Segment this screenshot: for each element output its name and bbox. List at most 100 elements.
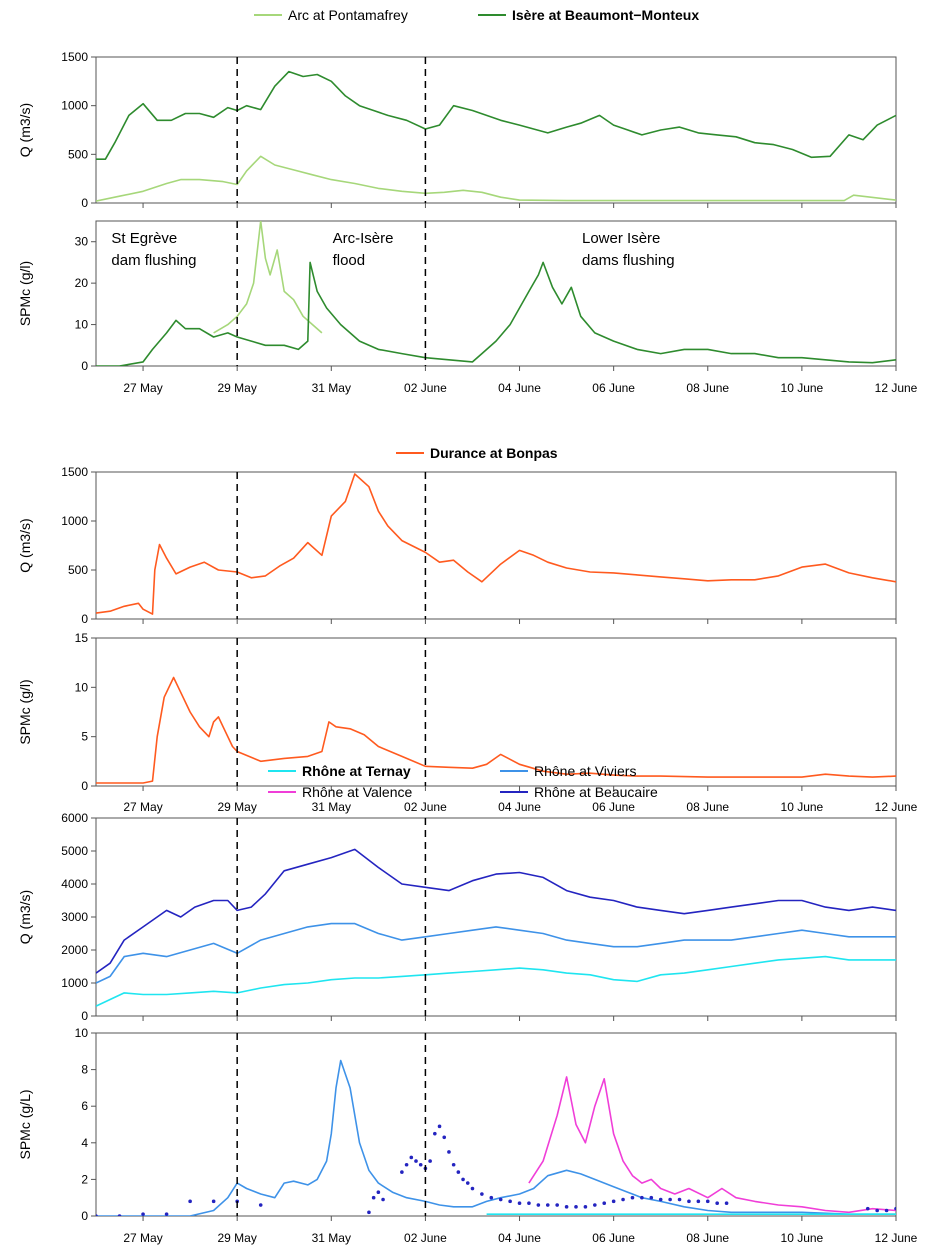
data-point (649, 1195, 654, 1200)
y-tick-label: 6000 (61, 811, 88, 825)
data-point (658, 1197, 663, 1202)
y-tick-label: 3000 (61, 910, 88, 924)
y-tick-label: 15 (75, 631, 89, 645)
x-tick-label: 08 June (686, 800, 729, 814)
y-tick-label: 0 (81, 359, 88, 373)
data-point (433, 1131, 437, 1136)
data-point (141, 1212, 145, 1216)
y-axis-label: SPMc (g/L) (17, 1089, 33, 1159)
annotation-text: Lower Isère (582, 230, 660, 247)
legend-label: Arc at Pontamafrey (288, 7, 408, 23)
data-point (367, 1210, 371, 1215)
data-point (447, 1150, 451, 1154)
series-arc-at-pontamafrey (96, 155, 896, 202)
series-rh-ne-at-viviers (96, 922, 896, 984)
annotation-text: Arc-Isère (333, 230, 394, 247)
data-point (724, 1201, 729, 1205)
data-point (621, 1197, 625, 1202)
series-is-re-at-beaumont-monteux (96, 261, 896, 366)
legend-item: Rhône at Beaucaire (500, 784, 658, 800)
data-point (465, 1181, 470, 1185)
series-rh-ne-at-beaucaire (96, 1124, 896, 1216)
legend-label: Rhône at Beaucaire (534, 784, 658, 800)
x-tick-label: 02 June (404, 1231, 447, 1245)
data-point (96, 1214, 98, 1216)
y-tick-label: 1000 (61, 514, 88, 528)
data-point (414, 1159, 418, 1163)
data-point (611, 1199, 616, 1204)
data-point (865, 1206, 870, 1211)
legend-item: Arc at Pontamafrey (254, 7, 408, 23)
y-axis-label: Q (m3/s) (17, 103, 33, 157)
y-axis-label: Q (m3/s) (17, 890, 33, 944)
data-point (640, 1195, 644, 1200)
data-point (545, 1203, 550, 1207)
data-point (630, 1195, 635, 1200)
y-tick-label: 1000 (61, 976, 88, 990)
data-point (480, 1192, 484, 1196)
legend-label: Rhône at Ternay (302, 763, 411, 779)
y-tick-label: 0 (81, 779, 88, 793)
x-tick-label: 31 May (312, 800, 351, 814)
x-tick-label: 31 May (312, 1231, 351, 1245)
y-tick-label: 10 (75, 1026, 89, 1040)
data-point (188, 1199, 192, 1204)
series-group (96, 676, 896, 784)
panel-isere-q: 0 500 1000 1500 Q (m3/s) (17, 50, 897, 210)
x-tick-label: 02 June (404, 381, 447, 395)
legend-label: Rhône at Viviers (534, 763, 636, 779)
data-point (668, 1197, 672, 1202)
series-is-re-at-beaumont-monteux (96, 70, 896, 160)
x-tick-label: 06 June (592, 800, 635, 814)
x-tick-label: 27 May (123, 800, 162, 814)
y-axis-label: SPMc (g/l) (17, 261, 33, 326)
data-point (437, 1124, 442, 1129)
y-tick-label: 30 (75, 235, 89, 249)
data-point (164, 1212, 169, 1216)
y-tick-label: 10 (75, 318, 89, 332)
series-rh-ne-at-valence (528, 1076, 896, 1214)
data-point (461, 1177, 465, 1182)
y-tick-label: 20 (75, 276, 89, 290)
data-point (470, 1186, 475, 1191)
data-point (527, 1201, 531, 1205)
data-point (536, 1203, 541, 1207)
series-group (96, 1059, 896, 1216)
y-tick-label: 1500 (61, 465, 88, 479)
x-tick-label: 04 June (498, 1231, 541, 1245)
y-axis-label: Q (m3/s) (17, 518, 33, 572)
legend-label: Durance at Bonpas (430, 445, 558, 461)
data-point (409, 1155, 414, 1160)
series-group (96, 70, 896, 202)
plot-frame (95, 1032, 897, 1217)
data-point (696, 1199, 701, 1204)
y-tick-label: 0 (81, 196, 88, 210)
plot-frame (95, 220, 897, 367)
legend-durance: Durance at Bonpas (396, 445, 558, 461)
y-tick-label: 500 (68, 563, 88, 577)
data-point (884, 1208, 889, 1213)
x-tick-label: 04 June (498, 800, 541, 814)
data-point (381, 1197, 385, 1202)
series-rh-ne-at-viviers (96, 1059, 896, 1216)
legend-label: Isère at Beaumont−Monteux (512, 7, 699, 23)
data-point (593, 1203, 597, 1207)
panel-durance-spm: 0 5 10 15 SPMc (g/l) 27 May 29 May 31 May 02 Jun… (17, 631, 918, 814)
data-point (211, 1199, 216, 1204)
x-tick-label: 27 May (123, 1231, 162, 1245)
x-tick-label: 04 June (498, 381, 541, 395)
x-tick-label: 12 June (875, 381, 918, 395)
data-point (456, 1170, 461, 1174)
data-point (602, 1201, 607, 1205)
series-group (96, 473, 896, 615)
series-arc-at-pontamafrey (213, 221, 323, 334)
legend-isere: Arc at Pontamafrey Isère at Beaumont−Mont… (254, 7, 699, 23)
series-group (96, 848, 896, 1007)
y-tick-label: 2000 (61, 943, 88, 957)
y-tick-label: 4 (81, 1136, 88, 1150)
x-tick-label: 08 June (686, 1231, 729, 1245)
legend-item: Durance at Bonpas (396, 445, 558, 461)
series-group (96, 221, 896, 366)
y-tick-label: 10 (75, 680, 89, 694)
